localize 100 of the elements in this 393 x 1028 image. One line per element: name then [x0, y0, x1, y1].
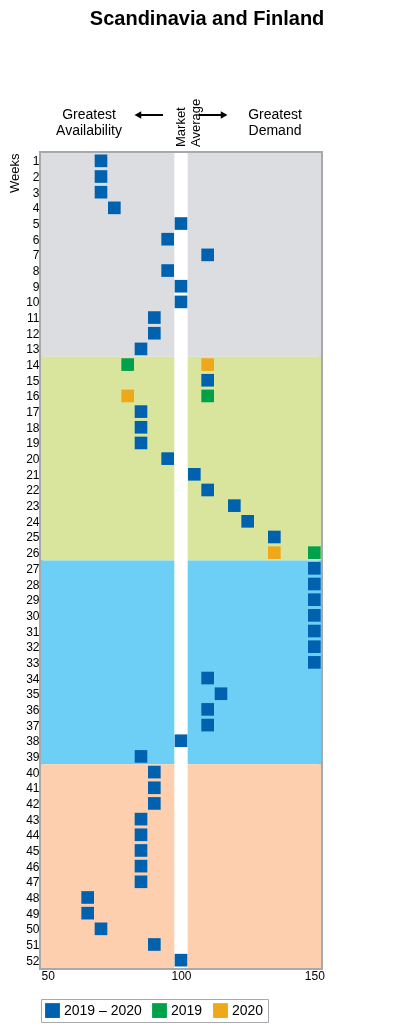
y-tick-label: 45	[26, 843, 40, 858]
point	[161, 232, 174, 246]
y-tick-label: 6	[32, 232, 40, 247]
y-tick-label: 34	[26, 671, 40, 686]
y-tick-label: 14	[26, 358, 40, 373]
point	[134, 405, 148, 418]
point	[308, 624, 321, 638]
point	[134, 420, 148, 434]
y-tick-label: 50	[26, 922, 40, 937]
point	[148, 797, 161, 810]
y-tick-label: 32	[26, 640, 40, 655]
point	[228, 499, 241, 512]
y-tick-label: 20	[26, 452, 40, 467]
text: Greatest Demand	[248, 106, 302, 138]
y-tick-label: 11	[27, 311, 40, 326]
y-tick-label: 15	[26, 373, 40, 388]
y-tick-label: 27	[26, 561, 40, 576]
y-tick-label: 22	[26, 483, 40, 498]
y-tick-label: 12	[26, 326, 40, 341]
y-tick-label: 39	[26, 749, 40, 764]
point	[308, 609, 321, 622]
point	[201, 703, 214, 716]
y-tick-label: 1	[32, 154, 40, 169]
y-tick-label: 2	[32, 170, 40, 185]
y-tick-label: 41	[26, 781, 40, 796]
point	[188, 467, 201, 481]
point	[201, 483, 214, 497]
y-tick-label: 4	[32, 201, 40, 216]
point	[201, 671, 214, 685]
y-tick-label: 43	[26, 812, 40, 827]
y-tick-label: 40	[26, 765, 40, 780]
point	[148, 326, 161, 340]
point	[268, 530, 281, 544]
point	[308, 546, 321, 559]
point	[134, 812, 148, 826]
point	[308, 640, 321, 654]
point	[308, 656, 321, 669]
point	[161, 264, 174, 277]
y-tick-label: 33	[26, 655, 40, 670]
point	[308, 562, 321, 575]
y-tick-label: 8	[32, 264, 40, 279]
y-tick-label: 42	[26, 796, 40, 811]
y-tick-label: 3	[32, 185, 40, 200]
point	[241, 514, 254, 528]
y-tick-label: 5	[32, 217, 40, 232]
y-tick-label: 17	[26, 405, 40, 420]
point	[134, 875, 148, 889]
y-tick-label: 44	[26, 828, 40, 843]
y-tick-label: 49	[26, 906, 40, 921]
point	[134, 828, 148, 842]
point	[148, 781, 161, 795]
y-axis-title: Weeks	[7, 153, 23, 193]
point	[268, 546, 281, 559]
point	[148, 311, 161, 324]
y-tick-label: 16	[26, 389, 40, 404]
y-tick-label: 24	[26, 514, 40, 529]
y-tick-label: 9	[32, 279, 40, 294]
y-tick-label: 52	[26, 953, 40, 968]
point	[81, 891, 94, 904]
y-tick-label: 28	[26, 577, 40, 592]
point	[308, 593, 321, 607]
point	[94, 922, 108, 936]
y-tick-label: 31	[26, 624, 40, 639]
y-tick-label: 51	[26, 937, 40, 952]
legend-label: 2020	[232, 1001, 264, 1018]
point	[148, 938, 161, 951]
point	[201, 248, 214, 262]
y-tick-label: 38	[26, 734, 40, 749]
point	[174, 295, 188, 309]
y-tick-label: 25	[26, 530, 40, 545]
legend-label: 2019 – 2020	[64, 1001, 143, 1018]
point	[201, 373, 214, 387]
x-tick-label: 150	[304, 968, 326, 983]
point	[94, 170, 108, 183]
point	[214, 687, 228, 701]
point	[201, 358, 214, 371]
y-tick-label: 19	[26, 436, 40, 451]
y-tick-label: 37	[26, 718, 40, 733]
legend-label: 2019	[171, 1001, 203, 1018]
point	[134, 750, 148, 763]
point	[161, 452, 174, 465]
point	[134, 859, 148, 873]
point	[148, 765, 161, 779]
y-tick-label: 30	[26, 608, 40, 623]
x-tick-label: 100	[171, 968, 192, 983]
point	[308, 577, 321, 591]
point	[174, 217, 188, 230]
point	[121, 358, 134, 371]
point	[134, 844, 148, 857]
y-tick-label: 26	[26, 546, 40, 561]
point	[134, 436, 148, 450]
text: Greatest Availability	[56, 106, 122, 138]
point	[201, 718, 214, 732]
point	[201, 389, 214, 403]
y-tick-label: 21	[26, 467, 40, 482]
y-tick-label: 46	[26, 859, 40, 874]
point	[174, 953, 188, 967]
point	[174, 279, 188, 293]
y-tick-label: 47	[26, 875, 40, 890]
y-tick-label: 13	[26, 342, 40, 357]
